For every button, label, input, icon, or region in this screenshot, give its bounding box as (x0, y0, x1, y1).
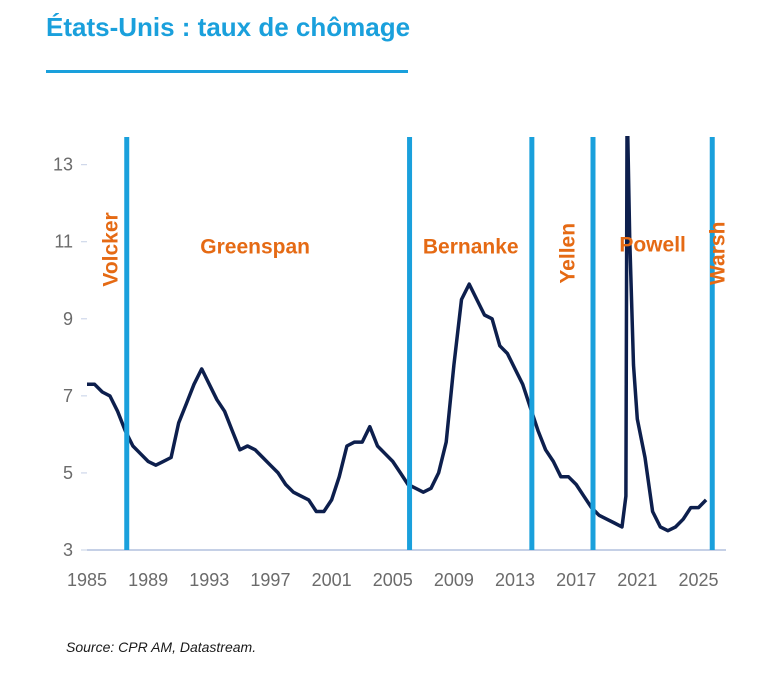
chair-label: Greenspan (200, 235, 310, 258)
source-note: Source: CPR AM, Datastream. (66, 639, 257, 655)
x-tick-label: 2017 (556, 570, 596, 590)
x-tick-label: 1993 (189, 570, 229, 590)
x-tick-label: 1985 (67, 570, 107, 590)
x-tick-label: 1989 (128, 570, 168, 590)
chair-label: Volcker (100, 212, 123, 286)
x-tick-label: 2009 (434, 570, 474, 590)
x-tick-label: 2001 (312, 570, 352, 590)
y-tick-label: 13 (53, 155, 73, 175)
chart-title: États-Unis : taux de chômage (46, 12, 411, 42)
series-layer (87, 136, 708, 533)
x-tick-label: 2013 (495, 570, 535, 590)
y-tick-label: 9 (63, 309, 73, 329)
x-tick-label: 2025 (678, 570, 718, 590)
chair-label: Bernanke (423, 235, 519, 258)
chair-label: Warsh (706, 222, 729, 285)
y-tick-label: 7 (63, 386, 73, 406)
chair-labels: Volcker Greenspan Bernanke Yellen Powell Wars… (100, 212, 730, 286)
x-tick-label: 2021 (617, 570, 657, 590)
unemployment-line (87, 136, 708, 533)
chair-dividers (124, 137, 715, 550)
x-tick-label: 1997 (250, 570, 290, 590)
y-axis-ticks: 3 5 7 9 11 13 (53, 155, 87, 560)
y-tick-label: 5 (63, 463, 73, 483)
chair-label: Powell (619, 233, 686, 256)
chair-label: Yellen (557, 223, 580, 284)
x-tick-label: 2005 (373, 570, 413, 590)
y-tick-label: 3 (63, 540, 73, 560)
title-underline (46, 70, 408, 73)
x-axis-ticks: 1985 1989 1993 1997 2001 2005 2009 2013 2017 2021… (67, 570, 719, 590)
y-tick-label: 11 (54, 232, 73, 252)
